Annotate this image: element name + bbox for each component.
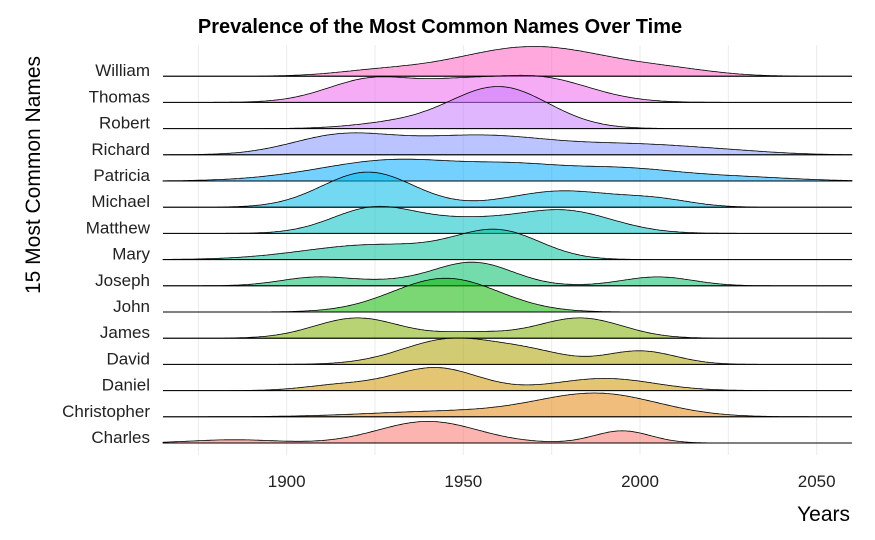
ridge-charles	[162, 421, 852, 444]
y-tick-label-daniel: Daniel	[102, 376, 150, 395]
ridge-richard	[163, 132, 853, 156]
x-tick-label: 2050	[798, 472, 836, 491]
ridge-matthew	[163, 205, 852, 234]
ridges-layer	[162, 46, 853, 444]
y-tick-labels: Charles Christopher Daniel David James John Jo…	[62, 61, 151, 447]
y-tick-label-david: David	[107, 349, 150, 368]
y-tick-label-michael: Michael	[91, 192, 150, 211]
ridge-james	[163, 317, 852, 339]
y-tick-label-james: James	[100, 323, 150, 342]
y-tick-label-thomas: Thomas	[89, 87, 150, 106]
x-tick-label: 1900	[268, 472, 306, 491]
y-tick-label-mary: Mary	[112, 245, 150, 264]
chart-title: Prevalence of the Most Common Names Over…	[198, 16, 682, 38]
ridge-daniel	[163, 367, 852, 391]
x-tick-labels: 1900 1950 2000 2050	[268, 472, 836, 491]
y-axis-label: 15 Most Common Names	[22, 56, 45, 294]
y-tick-label-christopher: Christopher	[62, 402, 150, 421]
y-tick-label-charles: Charles	[91, 428, 150, 447]
y-tick-label-joseph: Joseph	[95, 271, 150, 290]
y-tick-label-robert: Robert	[99, 114, 150, 133]
y-tick-label-richard: Richard	[91, 140, 150, 159]
x-tick-label: 2000	[621, 472, 659, 491]
ridge-michael	[163, 171, 852, 208]
y-tick-label-william: William	[95, 61, 150, 80]
x-tick-label: 1950	[444, 472, 482, 491]
ridge-david	[163, 337, 852, 365]
ridge-robert	[163, 86, 852, 129]
ridge-joseph	[163, 261, 852, 287]
ridge-christopher	[163, 392, 852, 418]
y-tick-label-matthew: Matthew	[86, 218, 151, 237]
x-axis-label: Years	[797, 503, 850, 526]
ridge-william	[163, 46, 852, 77]
ridge-patricia	[162, 158, 853, 182]
y-tick-label-john: John	[113, 297, 150, 316]
y-tick-label-patricia: Patricia	[93, 166, 150, 185]
